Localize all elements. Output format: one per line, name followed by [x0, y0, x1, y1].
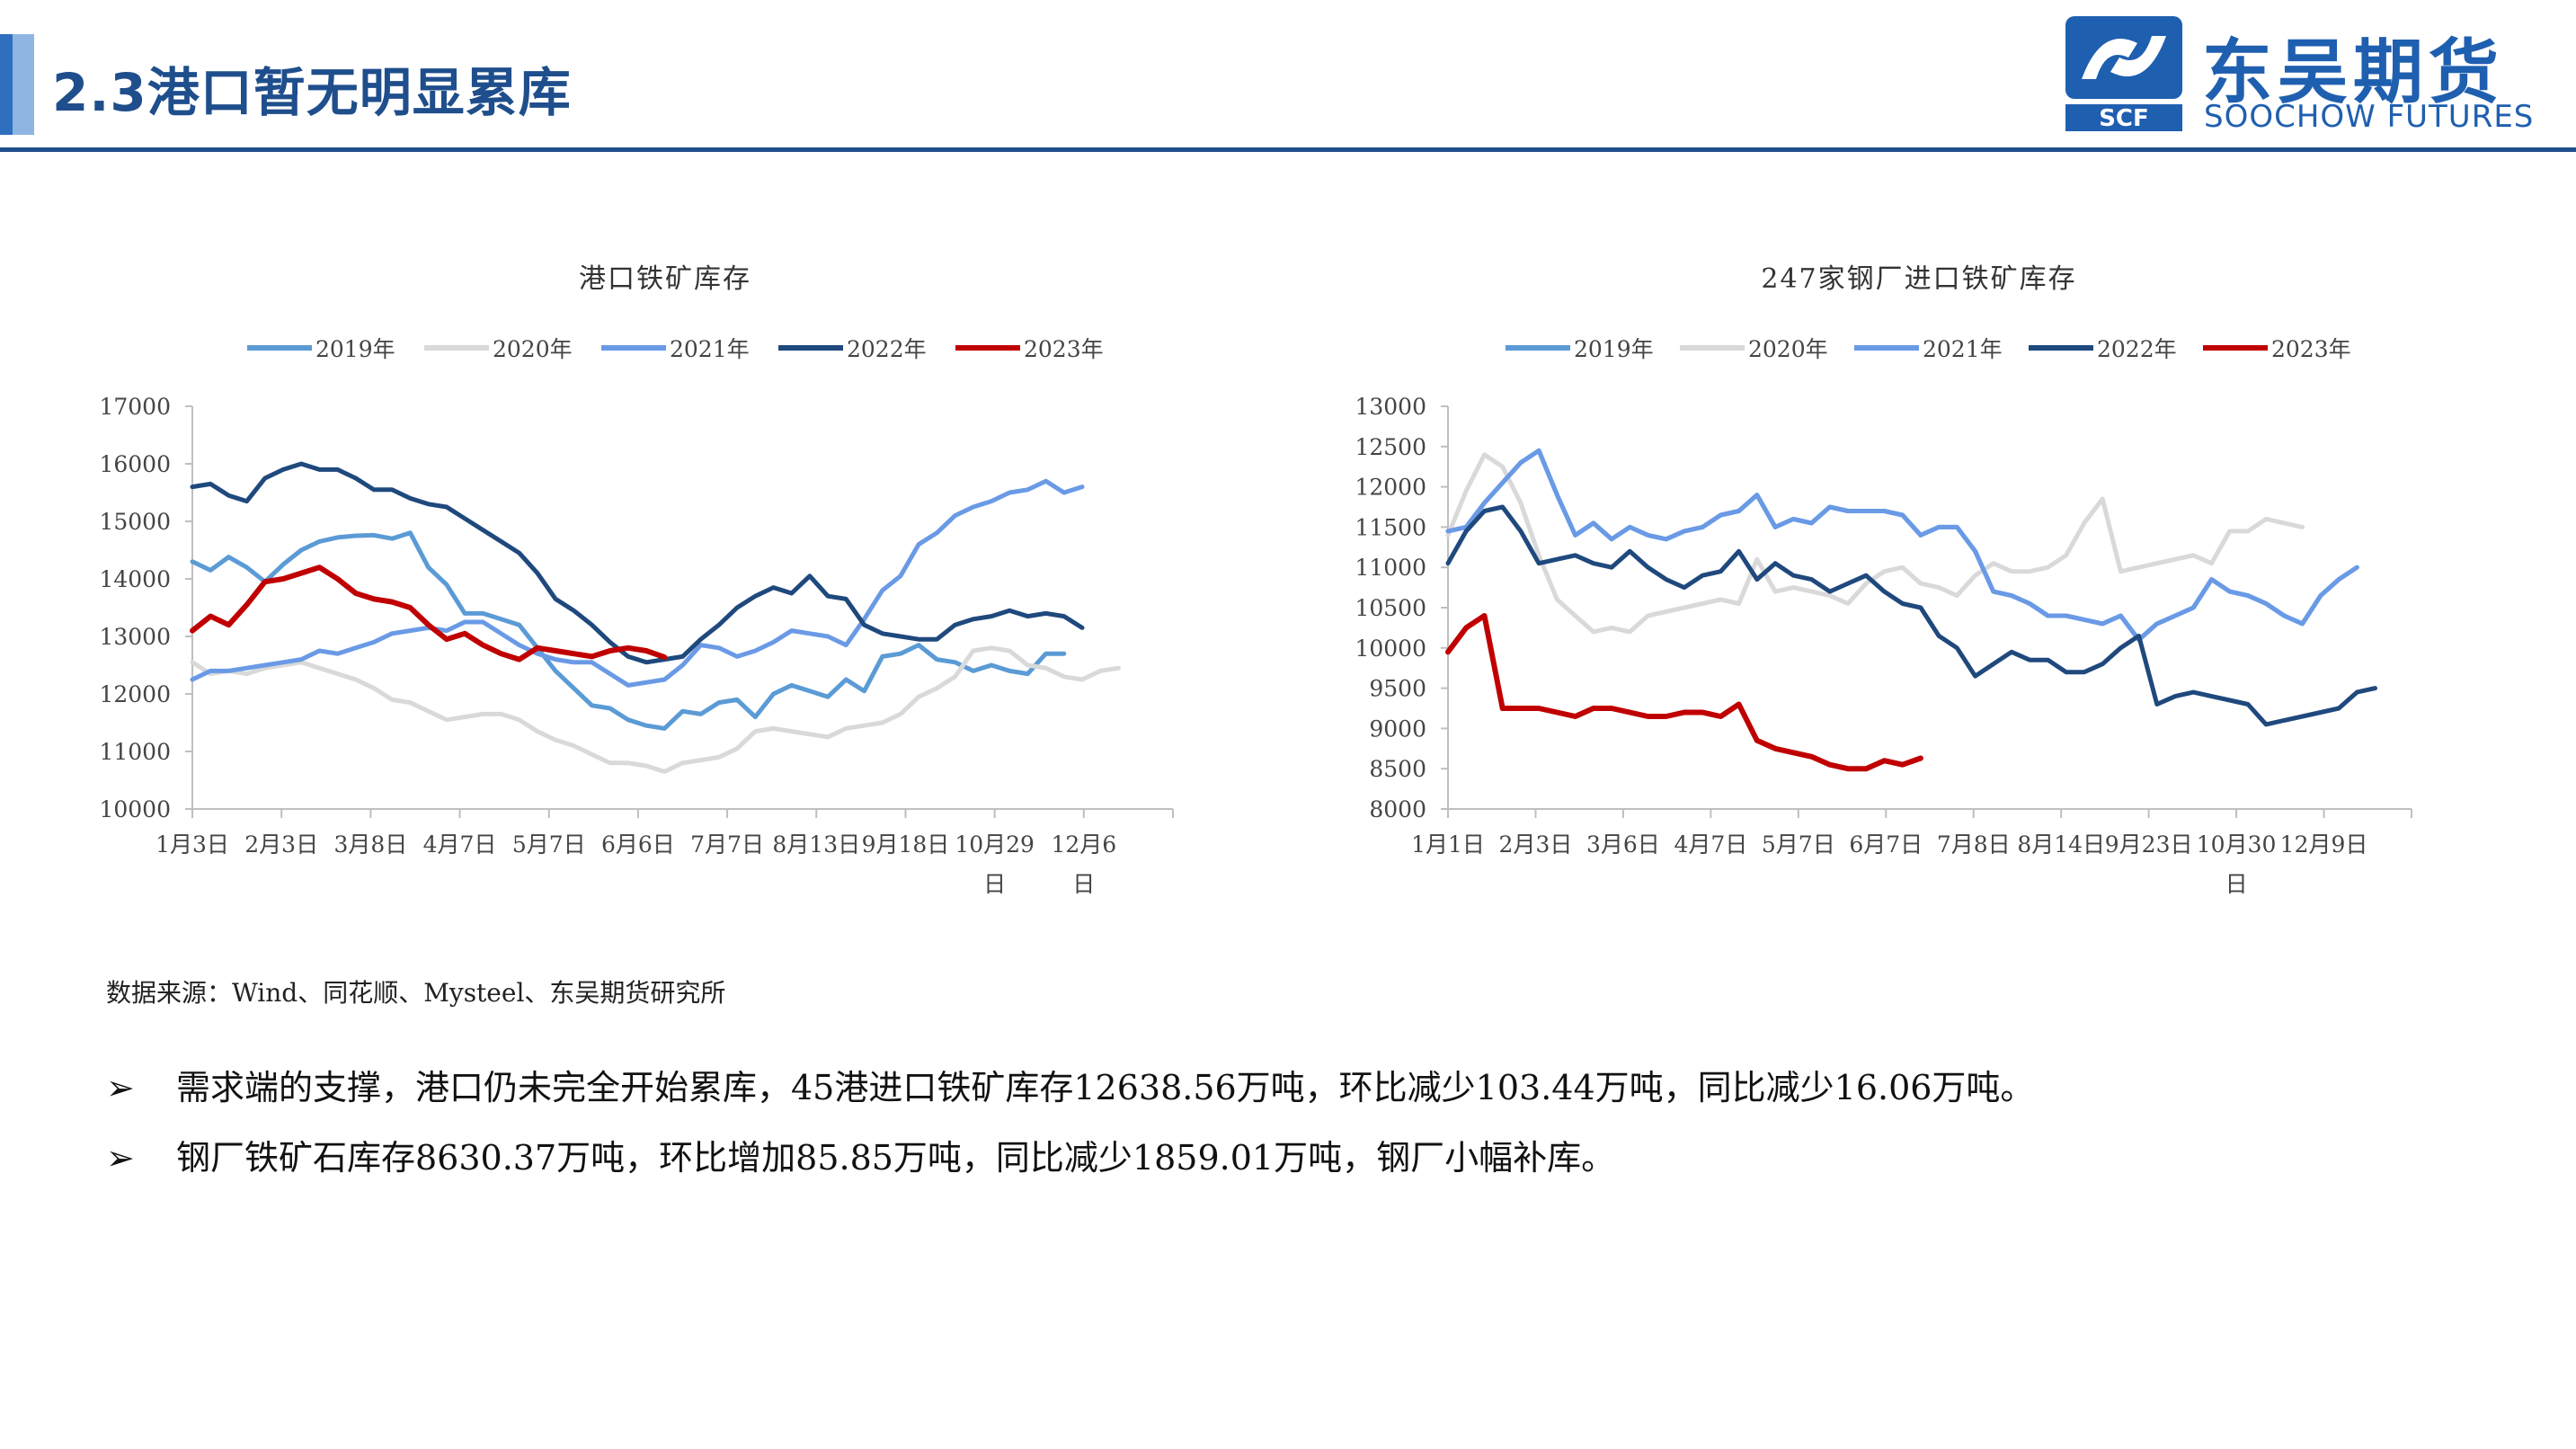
logo-en-text: SOOCHOW FUTURES — [2204, 99, 2535, 135]
legend-label: 2023年 — [1024, 336, 1104, 362]
y-tick-label: 10500 — [1355, 595, 1426, 621]
x-tick-label: 9月23日 — [2105, 831, 2193, 858]
series-line-2020年 — [1445, 452, 2305, 635]
x-tick-label: 2月3日 — [244, 831, 318, 858]
x-tick-label: 6月6日 — [601, 831, 675, 858]
series-line-2021年 — [1445, 448, 2359, 643]
x-tick-label: 10月30 — [2197, 831, 2277, 858]
logo-cn-text: 东吴期货 — [2202, 32, 2505, 113]
legend-label: 2021年 — [1923, 336, 2003, 362]
y-tick-label: 11000 — [1355, 555, 1426, 581]
x-tick-label: 2月3日 — [1499, 831, 1573, 858]
y-tick-label: 13000 — [1355, 394, 1426, 420]
series-line-2023年 — [1445, 613, 1923, 772]
logo-mark-text: SCF — [2099, 105, 2149, 131]
y-tick-label: 9500 — [1369, 676, 1426, 702]
y-tick-label: 10000 — [1355, 636, 1426, 662]
x-tick-label: 9月18日 — [862, 831, 950, 858]
y-tick-label: 12000 — [99, 681, 171, 707]
x-tick-label: 3月6日 — [1586, 831, 1660, 858]
data-source-note: 数据来源：Wind、同花顺、Mysteel、东吴期货研究所 — [106, 978, 726, 1008]
x-tick-label-wrap: 日 — [2225, 871, 2248, 897]
x-tick-label: 1月3日 — [155, 831, 229, 858]
y-tick-label: 8000 — [1369, 796, 1426, 822]
x-tick-label: 8月14日 — [2017, 831, 2105, 858]
bullet-arrow-icon: ➢ — [106, 1138, 135, 1178]
scf-logo-icon: SCF — [2065, 16, 2182, 131]
title-accent-bar-light — [13, 34, 34, 135]
x-tick-label: 4月7日 — [423, 831, 497, 858]
bullet-arrow-icon: ➢ — [106, 1068, 135, 1107]
series-line-2023年 — [190, 564, 668, 662]
y-tick-label: 9000 — [1369, 716, 1426, 742]
page-title: 2.3港口暂无明显累库 — [52, 62, 572, 123]
x-tick-label: 6月7日 — [1849, 831, 1923, 858]
x-tick-label: 8月13日 — [772, 831, 860, 858]
header-rule — [0, 147, 2576, 152]
x-tick-label: 10月29 — [955, 831, 1035, 858]
bullet-text: 需求端的支撑，港口仍未完全开始累库，45港进口铁矿库存12638.56万吨，环比… — [176, 1068, 2035, 1107]
x-tick-label-wrap: 日 — [983, 871, 1006, 897]
title-accent-bar — [0, 34, 13, 135]
y-tick-label: 8500 — [1369, 756, 1426, 782]
x-tick-label: 3月8日 — [333, 831, 407, 858]
x-tick-label: 7月8日 — [1937, 831, 2011, 858]
legend-label: 2019年 — [1574, 336, 1654, 362]
legend-label: 2022年 — [847, 336, 927, 362]
legend-label: 2021年 — [670, 336, 750, 362]
chart-title: 247家钢厂进口铁矿库存 — [1761, 263, 2076, 295]
x-tick-label: 12月9日 — [2280, 831, 2368, 858]
y-tick-label: 11000 — [99, 739, 171, 765]
y-tick-label: 12000 — [1355, 475, 1426, 501]
series-line-2021年 — [190, 478, 1085, 688]
y-tick-label: 12500 — [1355, 434, 1426, 460]
series-line-2022年 — [1445, 504, 2377, 727]
y-tick-label: 15000 — [99, 509, 171, 535]
y-tick-label: 17000 — [99, 394, 171, 420]
y-tick-label: 10000 — [99, 796, 171, 822]
company-logo: SCF 东吴期货 SOOCHOW FUTURES — [2065, 16, 2569, 135]
y-tick-label: 14000 — [99, 566, 171, 592]
legend-label: 2023年 — [2271, 336, 2351, 362]
x-tick-label-wrap: 日 — [1072, 871, 1095, 897]
bullet-text: 钢厂铁矿石库存8630.37万吨，环比增加85.85万吨，同比减少1859.01… — [176, 1138, 1616, 1178]
y-tick-label: 11500 — [1355, 514, 1426, 540]
series-line-2019年 — [190, 530, 1067, 731]
x-tick-label: 5月7日 — [1762, 831, 1835, 858]
legend-label: 2020年 — [1748, 336, 1828, 362]
port-iron-ore-chart: 港口铁矿库存 2019年 2020年 2021年 2022年 2023年 10000 1100… — [99, 263, 1174, 897]
y-tick-label: 13000 — [99, 624, 171, 650]
steel-mill-iron-ore-chart: 247家钢厂进口铁矿库存 2019年 2020年 2021年 2022年 2023年 800… — [1355, 263, 2412, 897]
legend-label: 2019年 — [315, 336, 395, 362]
y-tick-label: 16000 — [99, 451, 171, 477]
x-tick-label: 4月7日 — [1674, 831, 1747, 858]
x-tick-label: 5月7日 — [512, 831, 586, 858]
legend-label: 2022年 — [2097, 336, 2177, 362]
chart-title: 港口铁矿库存 — [579, 263, 751, 295]
series-line-2020年 — [190, 645, 1121, 774]
x-tick-label: 12月6 — [1051, 831, 1116, 858]
series-line-2022年 — [190, 461, 1085, 665]
legend-label: 2020年 — [493, 336, 573, 362]
x-tick-label: 1月1日 — [1411, 831, 1485, 858]
x-tick-label: 7月7日 — [690, 831, 764, 858]
